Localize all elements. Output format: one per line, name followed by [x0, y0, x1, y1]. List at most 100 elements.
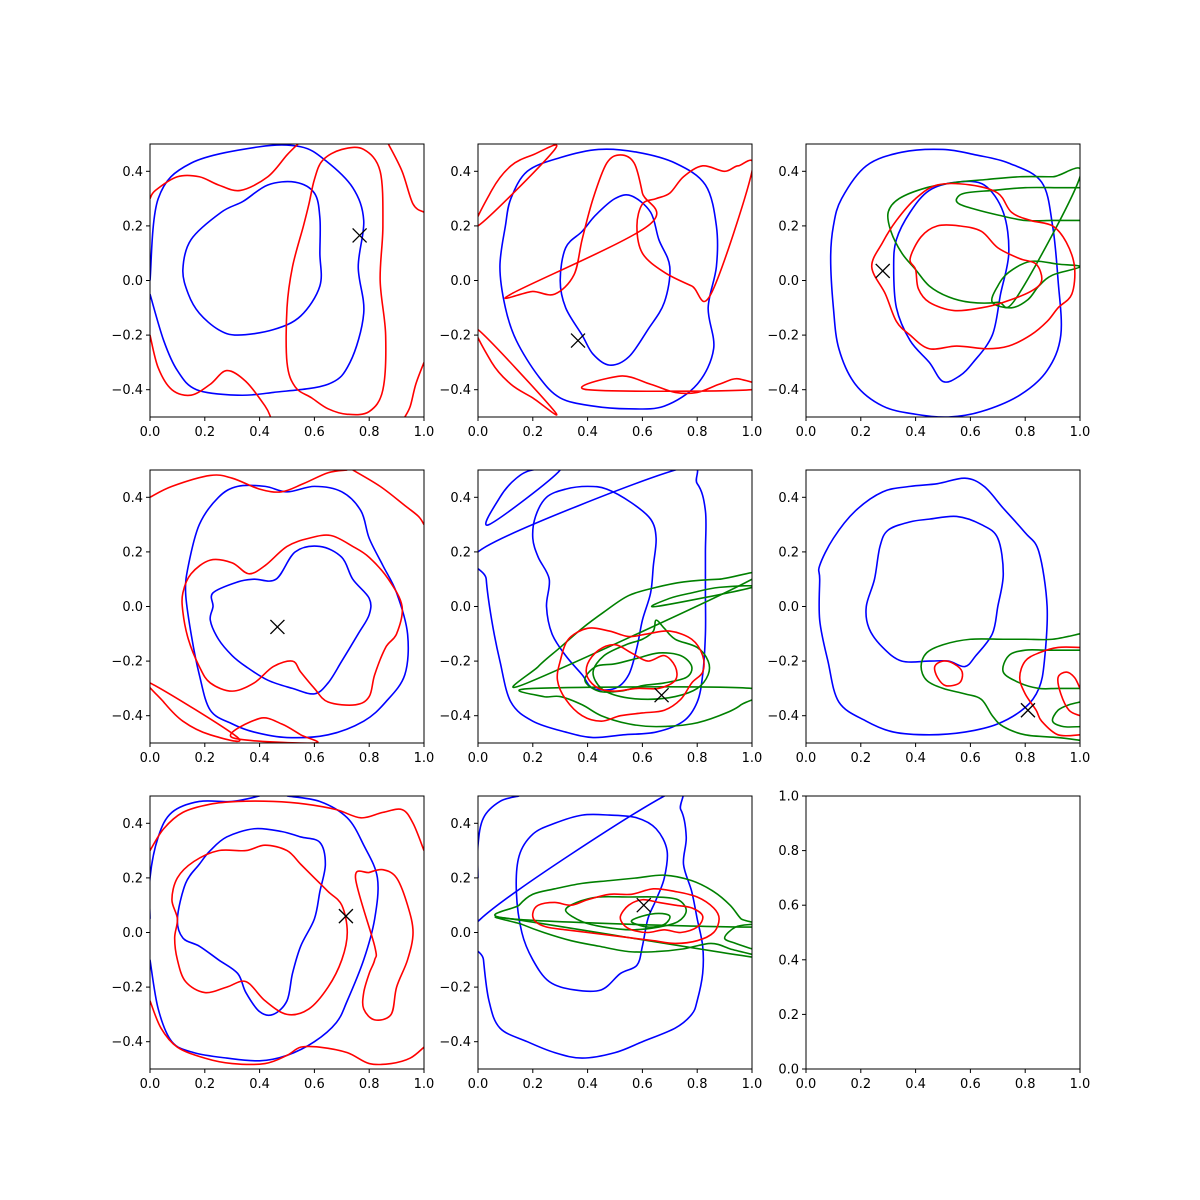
green-contour-line: [886, 167, 1080, 309]
x-tick-label: 0.4: [905, 1077, 926, 1092]
blue-contour-line: [150, 144, 365, 397]
green-contour-line: [650, 584, 752, 608]
x-marker: [570, 333, 586, 349]
blue-contour-line: [209, 545, 372, 695]
x-tick-label: 0.8: [359, 1077, 380, 1092]
y-tick-label: 0.0: [778, 600, 799, 615]
red-contour-line: [585, 643, 678, 692]
red-contour-line: [933, 660, 964, 687]
blue-contour-line: [150, 796, 379, 1062]
red-contour-line: [150, 682, 241, 742]
x-tick-label: 0.2: [522, 425, 543, 440]
x-tick-label: 1.0: [1070, 425, 1091, 440]
y-tick-label: 0.0: [778, 274, 799, 289]
y-tick-label: 0.4: [450, 491, 471, 506]
y-tick-label: 0.6: [778, 899, 799, 914]
y-tick-label: 0.2: [450, 219, 471, 234]
blue-contour-line: [176, 827, 327, 1017]
x-tick-label: 0.0: [796, 751, 817, 766]
x-tick-label: 0.4: [577, 751, 598, 766]
blue-contour-line: [515, 813, 669, 993]
green-contour-line: [518, 686, 752, 728]
x-tick-label: 1.0: [1070, 1077, 1091, 1092]
x-tick-label: 0.0: [796, 1077, 817, 1092]
y-tick-label: −0.4: [111, 709, 143, 724]
green-contour-line: [1051, 701, 1080, 728]
x-tick-label: 0.0: [140, 1077, 161, 1092]
plot-area: [478, 470, 752, 739]
y-tick-label: 0.4: [122, 817, 143, 832]
x-tick-label: 0.4: [249, 751, 270, 766]
red-contour-line: [171, 844, 349, 1016]
y-tick-label: 0.2: [778, 545, 799, 560]
x-tick-label: 0.2: [194, 425, 215, 440]
y-tick-label: −0.4: [111, 383, 143, 398]
red-contour-line: [504, 154, 658, 300]
x-tick-label: 1.0: [1070, 751, 1091, 766]
green-contour-line: [494, 916, 752, 958]
blue-contour-line: [182, 180, 323, 336]
axes-frame: [805, 469, 1081, 744]
green-contour-line: [920, 633, 1080, 742]
blue-contour-line: [531, 485, 657, 691]
x-tick-label: 1.0: [414, 751, 435, 766]
x-tick-label: 0.4: [577, 1077, 598, 1092]
y-tick-label: 0.0: [122, 274, 143, 289]
x-tick-label: 0.6: [960, 751, 981, 766]
red-contour-line: [387, 144, 424, 213]
x-tick-label: 1.0: [742, 1077, 763, 1092]
x-tick-label: 0.8: [1015, 425, 1036, 440]
axes-frame: [149, 143, 425, 418]
red-contour-line: [1018, 646, 1080, 737]
y-tick-label: 0.0: [122, 926, 143, 941]
x-tick-label: 0.0: [140, 751, 161, 766]
x-tick-label: 0.6: [304, 751, 325, 766]
y-tick-label: −0.2: [439, 655, 471, 670]
x-tick-label: 0.2: [194, 751, 215, 766]
x-tick-label: 0.8: [1015, 1077, 1036, 1092]
blue-contour-line: [184, 484, 410, 739]
plot-area: [150, 144, 424, 417]
y-tick-label: −0.4: [439, 709, 471, 724]
x-tick-label: 0.4: [249, 425, 270, 440]
y-tick-label: −0.4: [439, 383, 471, 398]
green-contour-line: [1002, 648, 1080, 690]
y-tick-label: 0.4: [778, 953, 799, 968]
y-tick-label: −0.2: [439, 981, 471, 996]
x-tick-label: 0.4: [905, 751, 926, 766]
plot-area: [829, 148, 1080, 417]
red-contour-line: [556, 627, 705, 722]
subplot-8: 0.0 0.2 0.4 0.6 0.8 1.0 −0.4 −0.2 0.0 0.2 0.4: [439, 795, 763, 1092]
blue-contour-line: [499, 148, 719, 410]
x-tick-label: 0.0: [140, 425, 161, 440]
y-tick-label: −0.4: [439, 1035, 471, 1050]
x-marker: [1020, 702, 1036, 718]
x-marker: [269, 619, 285, 635]
x-tick-label: 0.8: [687, 1077, 708, 1092]
red-contour-line: [181, 534, 404, 706]
plot-area: [817, 477, 1080, 742]
red-contour-line: [619, 898, 704, 934]
y-tick-label: −0.4: [111, 1035, 143, 1050]
red-contour-line: [229, 717, 319, 743]
x-tick-label: 1.0: [742, 425, 763, 440]
red-contour-line: [909, 224, 1043, 312]
x-tick-label: 0.4: [249, 1077, 270, 1092]
green-contour-line: [592, 619, 711, 701]
x-tick-label: 0.6: [304, 1077, 325, 1092]
plot-area: [150, 796, 424, 1066]
subplot-4: 0.0 0.2 0.4 0.6 0.8 1.0 −0.4 −0.2 0.0 0.2 0.4: [111, 469, 435, 766]
subplot-7: 0.0 0.2 0.4 0.6 0.8 1.0 −0.4 −0.2 0.0 0.2 0.4: [111, 795, 434, 1092]
subplot-5: 0.0 0.2 0.4 0.6 0.8 1.0 −0.4 −0.2 0.0 0.2 0.4: [439, 469, 763, 766]
red-contour-line: [352, 470, 424, 526]
x-tick-label: 1.0: [742, 751, 763, 766]
blue-contour-line: [559, 194, 671, 366]
blue-contour-line: [478, 470, 707, 739]
subplot-1: 0.0 0.2 0.4 0.6 0.8 1.0 −0.4 −0.2 0.0 0.2 0.4: [111, 143, 434, 440]
y-tick-label: 0.8: [778, 844, 799, 859]
x-marker: [338, 908, 354, 924]
x-tick-label: 0.6: [960, 1077, 981, 1092]
x-tick-label: 0.8: [359, 751, 380, 766]
y-tick-label: 0.2: [450, 545, 471, 560]
